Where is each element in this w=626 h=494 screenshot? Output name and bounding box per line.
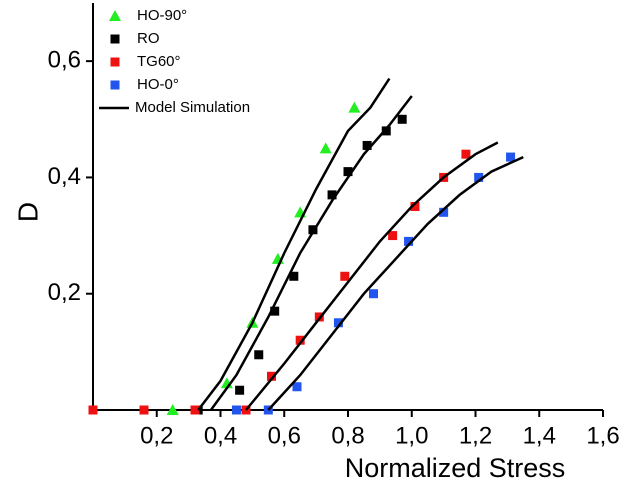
data-point — [381, 126, 391, 136]
data-point — [267, 371, 276, 381]
data-point — [388, 231, 398, 241]
data-point — [319, 142, 332, 154]
data-point — [410, 202, 420, 211]
legend-marker — [110, 57, 120, 67]
y-tick-label: 0,4 — [48, 163, 81, 190]
data-point — [333, 318, 343, 328]
data-point — [340, 271, 350, 281]
data-point — [506, 152, 516, 162]
data-point — [292, 382, 302, 392]
data-point — [461, 149, 471, 159]
x-tick-label: 0,8 — [331, 422, 364, 449]
data-point — [88, 405, 98, 415]
data-point — [295, 335, 305, 345]
y-tick-label: 0,2 — [48, 279, 81, 306]
x-tick-label: 0,4 — [204, 422, 237, 449]
legend-marker — [110, 34, 120, 44]
x-tick-label: 1,4 — [523, 422, 556, 449]
data-point — [235, 385, 245, 395]
x-axis-label: Normalized Stress — [345, 453, 566, 483]
legend-label: RO — [137, 30, 160, 47]
legend-label: HO-0° — [137, 76, 179, 93]
x-tick-label: 0,2 — [140, 422, 173, 449]
data-point — [254, 350, 264, 360]
data-point — [289, 271, 299, 281]
data-point — [348, 101, 361, 113]
data-point — [369, 289, 378, 299]
data-point — [270, 306, 280, 316]
x-tick-label: 1,2 — [459, 422, 492, 449]
legend-marker — [110, 80, 120, 90]
y-tick-label: 0,6 — [48, 46, 81, 73]
data-point — [343, 167, 353, 177]
data-point — [474, 172, 484, 182]
legend-label: TG60° — [137, 53, 181, 70]
model-line — [197, 77, 524, 411]
data-point — [327, 190, 337, 200]
data-point — [166, 404, 179, 415]
x-tick-label: 1,0 — [395, 422, 428, 449]
x-tick-label: 0,6 — [268, 422, 301, 449]
data-point — [439, 207, 449, 217]
x-tick-label: 1,6 — [586, 422, 619, 449]
data-point — [139, 405, 149, 415]
data-point — [397, 114, 407, 124]
data-point — [190, 405, 200, 415]
legend-label: Model Simulation — [135, 99, 250, 116]
data-point — [404, 236, 414, 246]
data-point — [231, 405, 241, 415]
y-axis-label: D — [12, 202, 43, 222]
legend-label: HO-90° — [137, 7, 187, 24]
legend-marker — [109, 10, 121, 21]
data-point — [362, 140, 372, 150]
